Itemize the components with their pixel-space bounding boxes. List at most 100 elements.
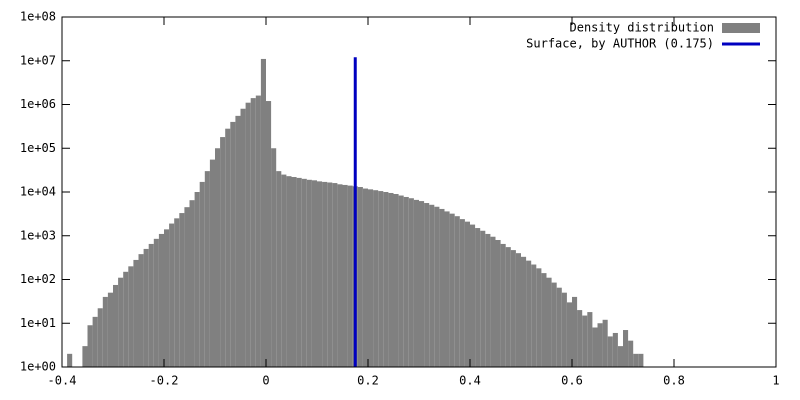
y-tick-label: 1e+02	[20, 272, 56, 286]
bar	[561, 292, 567, 367]
bar	[556, 287, 562, 367]
bar	[97, 308, 103, 367]
bar	[362, 188, 368, 367]
bar	[408, 198, 414, 367]
y-tick-label: 1e+03	[20, 228, 56, 242]
bar	[67, 353, 73, 367]
bar	[215, 148, 221, 367]
bar	[439, 208, 445, 367]
bar	[317, 181, 323, 367]
bar	[306, 179, 312, 367]
y-tick-label: 1e+05	[20, 141, 56, 155]
bar	[464, 221, 470, 367]
bar	[255, 95, 261, 367]
bar	[531, 264, 537, 367]
bar	[378, 191, 384, 367]
bar	[225, 128, 231, 367]
bar	[592, 327, 598, 367]
bar	[209, 159, 215, 367]
bar	[449, 213, 455, 367]
bar	[551, 282, 557, 367]
y-tick-label: 1e+00	[20, 360, 56, 374]
bar	[311, 180, 317, 367]
bar	[113, 284, 119, 367]
bar	[276, 171, 282, 367]
bar	[322, 181, 328, 367]
bar	[118, 277, 124, 367]
bar	[393, 194, 399, 367]
bar	[179, 213, 185, 367]
bar	[296, 177, 302, 367]
y-tick-label: 1e+06	[20, 97, 56, 111]
bar	[164, 229, 170, 367]
bar	[327, 182, 333, 367]
bar	[281, 174, 287, 367]
bar	[480, 230, 486, 367]
bar	[572, 296, 578, 367]
bar	[128, 266, 134, 367]
bar	[199, 181, 205, 367]
bar	[153, 238, 159, 367]
x-tick-label: 0.4	[459, 374, 481, 388]
legend-label: Surface, by AUTHOR (0.175)	[526, 37, 714, 51]
bar	[612, 332, 618, 367]
legend-label: Density distribution	[570, 21, 715, 35]
bar	[398, 195, 404, 367]
bar	[587, 312, 593, 367]
bar	[597, 323, 603, 367]
bar	[495, 239, 501, 367]
bar	[383, 192, 389, 367]
bar	[526, 260, 532, 367]
bar	[240, 108, 246, 368]
bar	[505, 247, 511, 367]
bar	[485, 233, 491, 367]
bar	[623, 330, 629, 367]
bar	[301, 178, 307, 367]
bar	[337, 184, 343, 367]
legend-swatch	[722, 23, 760, 33]
bar	[123, 271, 129, 367]
bar	[133, 259, 139, 367]
bar	[138, 254, 144, 367]
bar	[194, 192, 200, 367]
bar	[230, 121, 236, 367]
bar	[475, 228, 481, 367]
bar	[490, 236, 496, 367]
bar	[515, 253, 521, 367]
bar	[184, 207, 190, 367]
bar	[169, 223, 175, 367]
bar	[271, 148, 277, 367]
x-tick-label: 0.6	[561, 374, 583, 388]
x-tick-label: 0	[262, 374, 269, 388]
bar	[510, 250, 516, 367]
bar	[633, 353, 639, 367]
y-tick-label: 1e+07	[20, 53, 56, 67]
bar	[602, 319, 608, 367]
bar	[388, 192, 394, 367]
bar	[102, 296, 108, 367]
bar	[628, 340, 634, 367]
bar	[500, 243, 506, 367]
bar	[541, 273, 547, 367]
bar	[638, 353, 644, 367]
bar	[158, 233, 164, 367]
y-tick-label: 1e+04	[20, 185, 56, 199]
bar	[459, 219, 465, 367]
bar	[143, 248, 149, 367]
bar	[577, 310, 583, 367]
bar	[454, 216, 460, 367]
y-tick-label: 1e+08	[20, 10, 56, 24]
bar	[220, 137, 226, 367]
bar	[470, 224, 476, 367]
bar	[87, 325, 93, 367]
bar	[419, 201, 425, 367]
bar	[245, 102, 251, 367]
bar	[536, 268, 542, 367]
bar	[250, 98, 256, 367]
bar	[607, 336, 613, 367]
bar	[92, 316, 98, 367]
x-tick-label: 1	[772, 374, 779, 388]
bar	[189, 200, 195, 367]
bar	[148, 243, 154, 367]
bar	[521, 256, 527, 367]
